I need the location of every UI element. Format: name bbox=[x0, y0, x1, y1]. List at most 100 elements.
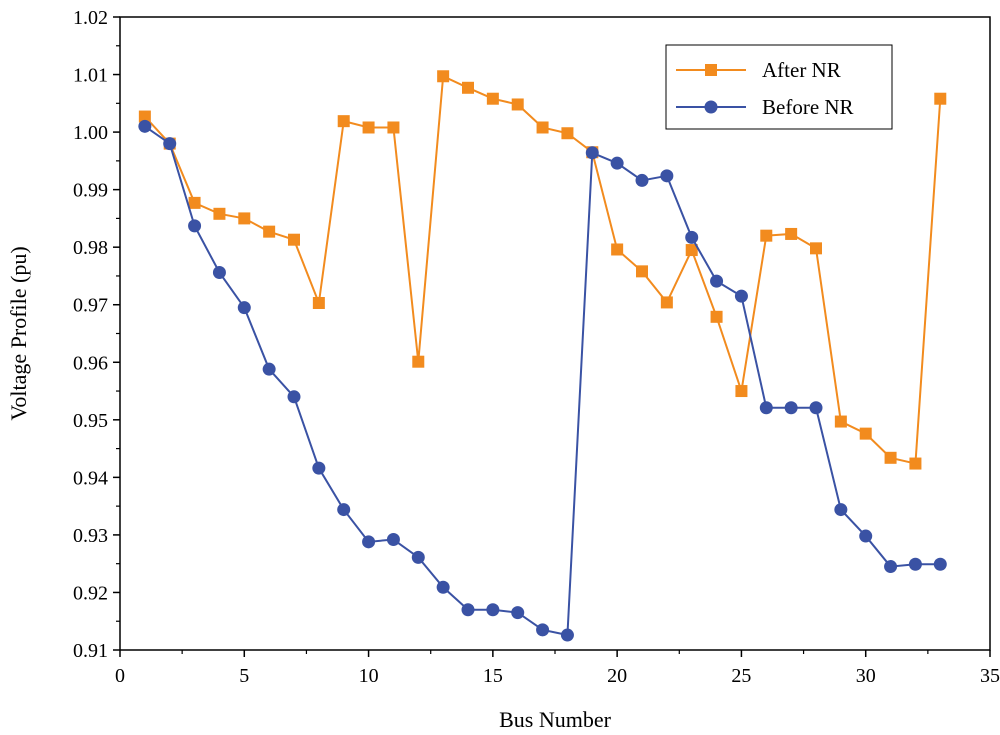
data-point-after-nr bbox=[611, 243, 624, 256]
data-point-before-nr bbox=[138, 119, 152, 133]
y-tick-label: 0.96 bbox=[73, 352, 108, 374]
y-tick-label: 0.93 bbox=[73, 525, 108, 547]
legend: After NR Before NR bbox=[665, 44, 893, 130]
data-point-before-nr bbox=[461, 603, 475, 617]
legend-marker-after-nr bbox=[705, 64, 717, 76]
data-point-after-nr bbox=[337, 115, 350, 128]
data-point-after-nr bbox=[263, 225, 276, 238]
data-point-before-nr bbox=[834, 503, 848, 517]
data-point-before-nr bbox=[560, 628, 574, 642]
data-point-after-nr bbox=[312, 297, 325, 310]
data-point-before-nr bbox=[237, 301, 251, 315]
data-point-after-nr bbox=[462, 81, 474, 94]
y-tick-label: 0.97 bbox=[73, 295, 108, 317]
series-before-nr bbox=[138, 119, 947, 642]
data-point-before-nr bbox=[411, 550, 425, 564]
data-point-after-nr bbox=[561, 127, 574, 140]
data-point-after-nr bbox=[536, 121, 549, 134]
y-tick-label: 0.95 bbox=[73, 410, 108, 432]
legend-box bbox=[665, 44, 893, 130]
x-tick-label: 35 bbox=[980, 665, 1000, 687]
data-point-before-nr bbox=[386, 533, 400, 547]
data-point-after-nr bbox=[859, 427, 872, 440]
data-point-after-nr bbox=[934, 92, 947, 105]
y-tick-label: 0.99 bbox=[73, 180, 108, 202]
data-point-before-nr bbox=[212, 266, 226, 280]
data-point-before-nr bbox=[610, 156, 624, 170]
y-axis: 0.91 0.92 0.93 0.94 0.95 0.96 0.97 0.98 0.99 1.00… bbox=[73, 7, 120, 662]
y-tick-label: 1.02 bbox=[73, 7, 108, 29]
data-point-after-nr bbox=[810, 242, 822, 255]
legend-marker-before-nr bbox=[704, 100, 718, 114]
data-point-after-nr bbox=[884, 451, 897, 464]
data-point-after-nr bbox=[735, 385, 748, 398]
data-point-after-nr bbox=[660, 296, 673, 309]
x-axis: 0 5 10 15 20 25 30 35 bbox=[115, 650, 1000, 687]
data-point-after-nr bbox=[909, 457, 922, 470]
y-tick-label: 0.91 bbox=[73, 640, 108, 662]
data-point-after-nr bbox=[437, 70, 450, 83]
data-point-after-nr bbox=[486, 92, 499, 105]
series-layer bbox=[138, 70, 947, 642]
x-tick-label: 20 bbox=[607, 665, 627, 687]
y-tick-label: 1.00 bbox=[73, 122, 108, 144]
data-point-before-nr bbox=[188, 219, 202, 233]
data-point-after-nr bbox=[362, 121, 375, 134]
series-line-before-nr bbox=[144, 125, 941, 637]
data-point-before-nr bbox=[163, 137, 177, 151]
data-point-before-nr bbox=[287, 390, 301, 404]
data-point-after-nr bbox=[238, 212, 251, 225]
x-axis-title: Bus Number bbox=[499, 707, 612, 732]
legend-label-before-nr: Before NR bbox=[762, 95, 854, 119]
data-point-before-nr bbox=[908, 557, 922, 571]
data-point-before-nr bbox=[486, 603, 500, 617]
data-point-before-nr bbox=[809, 401, 823, 415]
x-tick-label: 0 bbox=[115, 665, 125, 687]
data-point-before-nr bbox=[859, 529, 873, 543]
data-point-after-nr bbox=[138, 110, 151, 123]
data-point-after-nr bbox=[710, 310, 723, 323]
x-tick-label: 30 bbox=[856, 665, 876, 687]
data-point-before-nr bbox=[536, 623, 550, 637]
data-point-after-nr bbox=[785, 227, 798, 240]
data-point-after-nr bbox=[685, 244, 698, 257]
y-tick-label: 0.94 bbox=[73, 467, 108, 489]
data-point-before-nr bbox=[635, 173, 649, 187]
data-point-before-nr bbox=[511, 606, 525, 620]
x-tick-label: 5 bbox=[239, 665, 249, 687]
data-point-before-nr bbox=[337, 503, 351, 517]
data-point-before-nr bbox=[262, 362, 276, 376]
series-after-nr bbox=[138, 70, 947, 470]
data-point-before-nr bbox=[585, 146, 599, 160]
data-point-before-nr bbox=[933, 557, 947, 571]
x-tick-label: 15 bbox=[483, 665, 503, 687]
y-axis-title: Voltage Profile (pu) bbox=[6, 246, 31, 420]
data-point-after-nr bbox=[288, 233, 300, 246]
data-point-after-nr bbox=[188, 196, 201, 209]
data-point-after-nr bbox=[760, 229, 773, 242]
data-point-before-nr bbox=[884, 560, 898, 574]
data-point-before-nr bbox=[734, 289, 748, 303]
y-tick-label: 0.92 bbox=[73, 582, 108, 604]
data-point-before-nr bbox=[362, 535, 376, 549]
data-point-before-nr bbox=[759, 401, 773, 415]
data-point-after-nr bbox=[511, 98, 524, 111]
data-point-before-nr bbox=[784, 401, 798, 415]
data-point-before-nr bbox=[436, 580, 450, 594]
legend-label-after-nr: After NR bbox=[762, 58, 841, 82]
data-point-after-nr bbox=[636, 265, 648, 278]
x-tick-label: 10 bbox=[359, 665, 379, 687]
data-point-before-nr bbox=[660, 169, 674, 183]
data-point-after-nr bbox=[213, 207, 226, 220]
x-tick-label: 25 bbox=[731, 665, 751, 687]
data-point-after-nr bbox=[412, 355, 425, 368]
data-point-after-nr bbox=[387, 121, 400, 134]
data-point-before-nr bbox=[685, 230, 699, 244]
y-tick-label: 1.01 bbox=[73, 65, 108, 87]
data-point-before-nr bbox=[710, 274, 724, 288]
y-tick-label: 0.98 bbox=[73, 237, 108, 259]
data-point-before-nr bbox=[312, 461, 326, 475]
data-point-after-nr bbox=[834, 415, 847, 428]
